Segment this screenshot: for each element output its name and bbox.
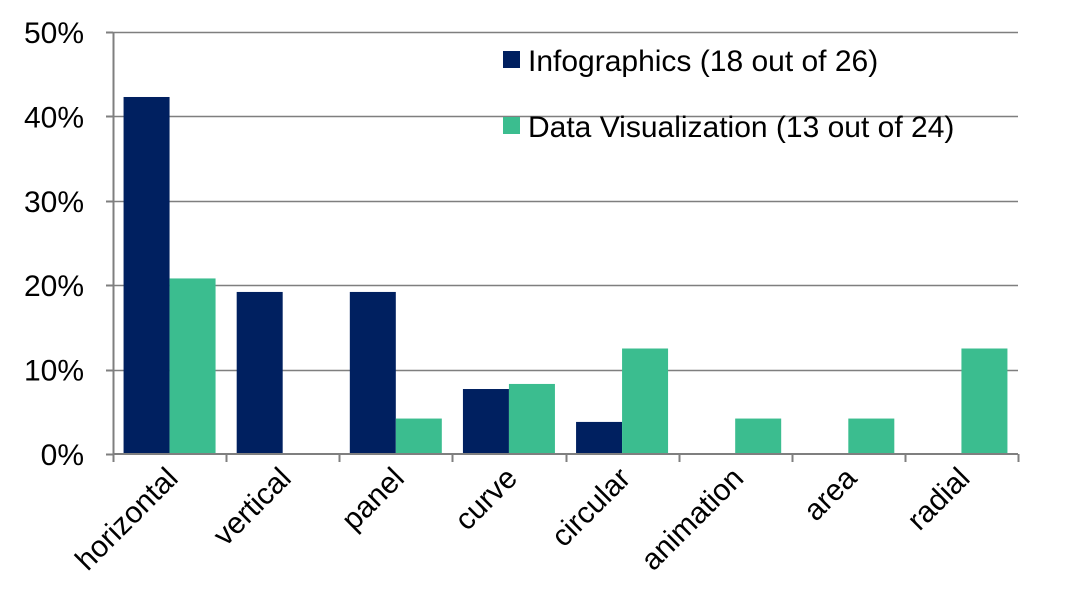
legend-label: Data Visualization (13 out of 24) (528, 111, 954, 144)
legend-swatch (503, 51, 520, 68)
y-tick-label: 10% (24, 355, 84, 388)
bar-infographics-circular (576, 421, 623, 454)
bar-data-visualization-horizontal (169, 278, 216, 454)
y-tick-label: 0% (41, 439, 84, 472)
bar-infographics-panel (349, 291, 396, 454)
bar-infographics-curve (462, 389, 509, 454)
x-category-label: area (797, 461, 863, 527)
bar-data-visualization-area (848, 418, 895, 454)
legend: Infographics (18 out of 26) Data Visualiz… (503, 45, 954, 144)
bar-data-visualization-curve (508, 383, 555, 454)
y-tick-label: 50% (24, 17, 84, 50)
x-category-label: circular (545, 462, 637, 554)
legend-swatch (503, 117, 520, 134)
bar-data-visualization-circular (622, 348, 669, 454)
bar-data-visualization-animation (735, 418, 782, 454)
y-tick-label: 30% (24, 186, 84, 219)
bar-infographics-vertical (236, 291, 283, 454)
bars (123, 96, 1008, 454)
x-category-label: vertical (207, 462, 298, 553)
bar-data-visualization-radial (961, 348, 1008, 454)
y-tick-label: 40% (24, 101, 84, 134)
bar-infographics-horizontal (123, 96, 170, 454)
x-category-label: horizontal (69, 462, 184, 577)
y-tick-labels: 0% 10% 20% 30% 40% 50% (24, 17, 84, 472)
gridlines (113, 31, 1018, 372)
x-category-label: radial (901, 462, 976, 537)
x-category-label: animation (635, 462, 750, 577)
y-tick-label: 20% (24, 270, 84, 303)
legend-label: Infographics (18 out of 26) (528, 45, 878, 78)
x-category-label: curve (449, 462, 524, 537)
x-category-labels: horizontal vertical panel curve circularanim… (69, 461, 976, 577)
bar-data-visualization-panel (395, 418, 442, 454)
x-category-label: panel (336, 462, 411, 537)
axes (106, 31, 1020, 462)
